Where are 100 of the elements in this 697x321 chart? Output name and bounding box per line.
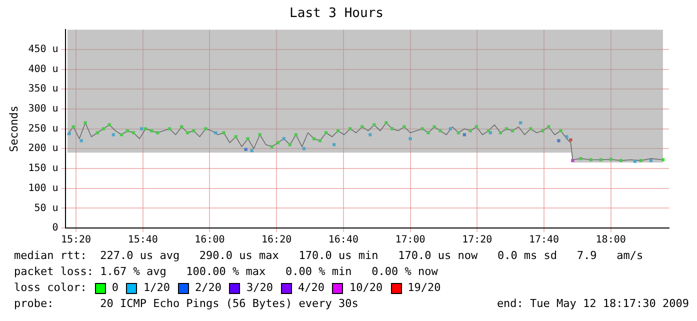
point <box>420 127 424 130</box>
point <box>244 148 248 151</box>
point <box>250 149 254 152</box>
point <box>569 138 572 142</box>
point <box>282 137 286 140</box>
point <box>270 145 274 148</box>
point <box>462 133 466 136</box>
point <box>150 129 154 132</box>
text: probe: 20 ICMP Echo Pings (56 Bytes) every 30s <box>14 296 358 312</box>
y-tick-label: 0 <box>52 222 58 234</box>
point <box>571 158 574 162</box>
point <box>541 129 544 132</box>
legend-label: 0 <box>112 280 118 296</box>
x-tick-label: 16:20 <box>262 234 292 246</box>
point <box>318 139 322 142</box>
point <box>332 143 336 146</box>
point <box>312 137 316 140</box>
point <box>649 158 653 162</box>
x-tick-label: 17:40 <box>528 234 560 246</box>
point <box>222 131 226 134</box>
legend-title: loss color: <box>14 280 87 296</box>
point <box>599 158 602 162</box>
y-tick-label: 200 u <box>28 143 58 154</box>
point <box>559 129 562 132</box>
point <box>519 121 522 124</box>
point <box>360 125 364 128</box>
point <box>108 123 111 126</box>
text: packet loss: 1.67 % avg 100.00 % max 0.00 % min 0.00 % now <box>14 264 439 280</box>
point <box>336 129 340 132</box>
point <box>511 129 514 132</box>
point <box>498 131 502 134</box>
point <box>192 129 196 132</box>
point <box>302 147 306 150</box>
point <box>120 133 124 136</box>
point <box>80 139 83 142</box>
point <box>426 131 430 134</box>
point <box>609 158 612 161</box>
point <box>324 131 328 134</box>
point <box>156 131 160 134</box>
y-tick-label: 250 u <box>28 123 58 134</box>
text: median rtt: 227.0 us avg 290.0 us max 170.0 us min 170.0 us now 0.0 ms sd 7.9 am/s <box>14 248 644 264</box>
point <box>214 131 218 134</box>
point <box>126 129 130 132</box>
point <box>408 137 412 140</box>
x-tick-label: 18:00 <box>596 234 626 246</box>
point <box>168 127 172 130</box>
point <box>402 125 406 128</box>
point <box>234 135 238 138</box>
point <box>258 133 262 136</box>
point <box>384 121 388 124</box>
y-tick-label: 150 u <box>28 163 58 174</box>
legend-label: 10/20 <box>349 280 383 296</box>
point <box>579 157 582 160</box>
point <box>144 127 148 130</box>
point <box>186 131 190 134</box>
point <box>368 133 372 136</box>
point <box>84 121 87 124</box>
x-tick-label: 16:40 <box>328 234 358 246</box>
point <box>619 158 622 162</box>
point <box>633 160 636 163</box>
legend-label: 3/20 <box>246 280 273 296</box>
point <box>276 141 280 144</box>
x-tick-label: 17:20 <box>462 234 492 246</box>
point <box>180 125 184 128</box>
y-tick-label: 100 u <box>28 182 58 194</box>
point <box>448 127 452 130</box>
point <box>565 135 568 138</box>
legend-label: 19/20 <box>408 280 441 296</box>
point <box>204 127 208 130</box>
legend-label: 2/20 <box>194 280 222 296</box>
point <box>390 127 394 130</box>
y-tick-label: 400 u <box>28 64 58 75</box>
y-tick-label: 300 u <box>28 104 58 115</box>
point <box>348 127 352 130</box>
point <box>456 131 460 134</box>
point <box>112 133 115 136</box>
point <box>132 131 136 134</box>
point <box>102 127 105 130</box>
x-tick-label: 15:20 <box>60 234 92 246</box>
y-tick-label: 450 u <box>28 44 58 56</box>
legend-label: 4/20 <box>298 280 324 296</box>
point <box>140 127 144 130</box>
point <box>557 139 560 142</box>
point <box>438 129 442 132</box>
y-axis-title: Seconds <box>7 106 20 152</box>
x-tick-label: 16:00 <box>194 234 225 246</box>
legend-label: 1/20 <box>143 280 170 296</box>
chart-title: Last 3 Hours <box>290 6 384 22</box>
point <box>474 125 478 128</box>
y-tick-label: 50 u <box>34 202 58 214</box>
point <box>288 143 292 146</box>
text: end: Tue May 12 18:17:30 2009 <box>496 296 689 312</box>
point <box>589 158 592 162</box>
y-tick-label: 350 u <box>28 84 58 95</box>
x-tick-label: 17:00 <box>395 234 426 246</box>
point <box>547 125 550 128</box>
point <box>661 158 665 162</box>
point <box>504 127 508 130</box>
point <box>246 137 250 140</box>
point <box>96 131 99 134</box>
